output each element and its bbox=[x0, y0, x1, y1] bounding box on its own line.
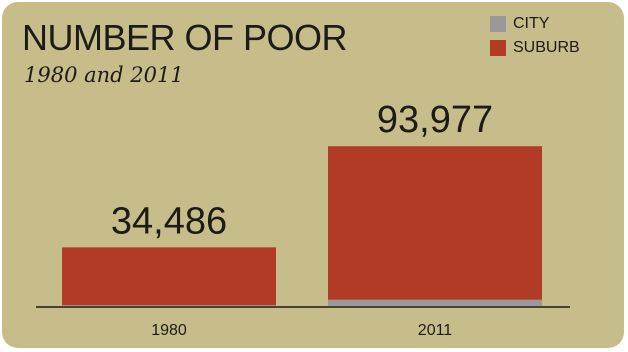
total-label-2011: 93,977 bbox=[377, 99, 493, 141]
legend-item-city: CITY bbox=[490, 14, 580, 34]
total-label-1980: 34,486 bbox=[111, 200, 227, 242]
legend-swatch-suburb bbox=[490, 40, 506, 56]
legend-label-suburb: SUBURB bbox=[513, 39, 580, 56]
legend-swatch-city bbox=[490, 16, 506, 32]
legend-label-city: CITY bbox=[513, 15, 550, 32]
bar-suburb-2011 bbox=[328, 146, 542, 300]
bar-city-1980 bbox=[62, 305, 276, 306]
legend-item-suburb: SUBURB bbox=[490, 38, 580, 58]
chart-plot: 34,486 1980 93,977 2011 bbox=[36, 99, 570, 339]
bar-suburb-1980 bbox=[62, 247, 276, 306]
chart-subtitle: 1980 and 2011 bbox=[24, 63, 184, 87]
bar-city-2011 bbox=[328, 299, 542, 306]
legend: CITY SUBURB bbox=[490, 14, 580, 62]
x-tick-label-2011: 2011 bbox=[418, 322, 453, 339]
chart-card: NUMBER OF POOR 1980 and 2011 CITY SUBURB… bbox=[2, 2, 624, 348]
chart-title: NUMBER OF POOR bbox=[22, 17, 348, 58]
x-tick-label-1980: 1980 bbox=[151, 322, 187, 339]
